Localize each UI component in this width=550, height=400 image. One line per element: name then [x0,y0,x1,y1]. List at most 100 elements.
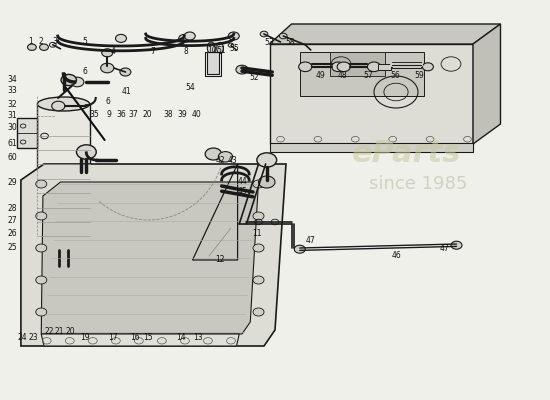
Bar [205,52,221,76]
Circle shape [71,77,84,87]
Text: 6: 6 [106,98,110,106]
Text: 36: 36 [116,110,126,119]
Circle shape [36,212,47,220]
Ellipse shape [37,241,90,255]
Text: 23: 23 [28,334,38,342]
Circle shape [61,74,76,86]
Circle shape [228,32,239,40]
Text: 22: 22 [45,328,54,336]
Text: 25: 25 [7,243,17,252]
Text: 11: 11 [252,230,262,238]
Text: 48: 48 [337,72,347,80]
Text: 5: 5 [83,38,87,46]
Text: 55: 55 [229,44,239,53]
Text: 40: 40 [192,110,202,119]
Circle shape [184,32,195,40]
Text: 29: 29 [7,178,17,187]
Circle shape [179,34,190,42]
Text: 42: 42 [215,156,225,165]
Ellipse shape [207,42,215,54]
Text: 47: 47 [439,244,449,253]
Text: 20: 20 [65,328,75,336]
Text: 53: 53 [265,38,274,47]
Circle shape [205,148,222,160]
Circle shape [253,212,264,220]
Bar [207,52,219,74]
Text: 56: 56 [390,72,400,80]
Text: 31: 31 [7,112,17,120]
Bar [16,118,37,148]
Circle shape [36,180,47,188]
Text: 28: 28 [7,204,17,213]
Text: 37: 37 [129,110,139,119]
Text: 49: 49 [315,72,325,80]
Circle shape [258,176,275,188]
Text: 32: 32 [7,100,17,109]
Polygon shape [270,24,500,44]
Circle shape [253,308,264,316]
Text: 17: 17 [108,334,118,342]
Text: 46: 46 [391,252,401,260]
Text: 44: 44 [237,177,247,186]
Text: 19: 19 [80,334,90,342]
Ellipse shape [217,42,223,54]
Text: 58: 58 [285,38,295,47]
Bar [330,52,385,76]
Circle shape [218,152,233,162]
Text: 27: 27 [7,216,17,225]
Circle shape [236,65,248,74]
Text: 47: 47 [306,236,316,245]
Circle shape [257,153,277,167]
Text: 45: 45 [237,187,247,196]
Text: 38: 38 [163,110,173,119]
Text: 51: 51 [217,46,227,55]
Text: 21: 21 [54,328,64,336]
Circle shape [279,33,287,39]
Circle shape [101,63,114,73]
Circle shape [451,241,462,249]
Polygon shape [41,182,258,334]
Circle shape [337,62,350,72]
Text: 10: 10 [207,46,217,55]
Text: 57: 57 [364,72,373,80]
Text: since 1985: since 1985 [369,175,467,193]
Text: 61: 61 [7,139,17,148]
Polygon shape [21,164,286,346]
Circle shape [294,245,305,253]
Text: eParts: eParts [353,140,461,168]
Circle shape [36,276,47,284]
Circle shape [253,276,264,284]
Circle shape [253,180,264,188]
Circle shape [52,101,65,111]
Polygon shape [270,44,473,144]
Bar [300,52,424,96]
Text: 54: 54 [185,83,195,92]
Circle shape [116,34,127,42]
Circle shape [102,49,113,57]
Text: 20: 20 [142,110,152,119]
Circle shape [36,308,47,316]
Circle shape [299,62,312,72]
Text: 6: 6 [83,68,87,76]
Ellipse shape [37,97,90,111]
Text: 52: 52 [249,74,259,82]
Bar [378,64,390,70]
Text: 4: 4 [111,48,115,56]
Text: 34: 34 [7,76,17,84]
Text: 2: 2 [39,38,43,46]
Circle shape [422,63,433,71]
Text: 60: 60 [7,153,17,162]
Text: 39: 39 [178,110,188,119]
Text: 12: 12 [215,256,225,264]
Circle shape [120,68,131,76]
Polygon shape [41,334,239,346]
Text: 8: 8 [184,48,188,56]
Text: 41: 41 [122,88,131,96]
Circle shape [332,62,345,72]
Bar [392,62,421,68]
Text: 43: 43 [227,156,237,165]
Text: 1: 1 [28,38,32,46]
Text: 26: 26 [7,230,17,238]
Circle shape [76,145,96,159]
Text: 24: 24 [17,334,27,342]
